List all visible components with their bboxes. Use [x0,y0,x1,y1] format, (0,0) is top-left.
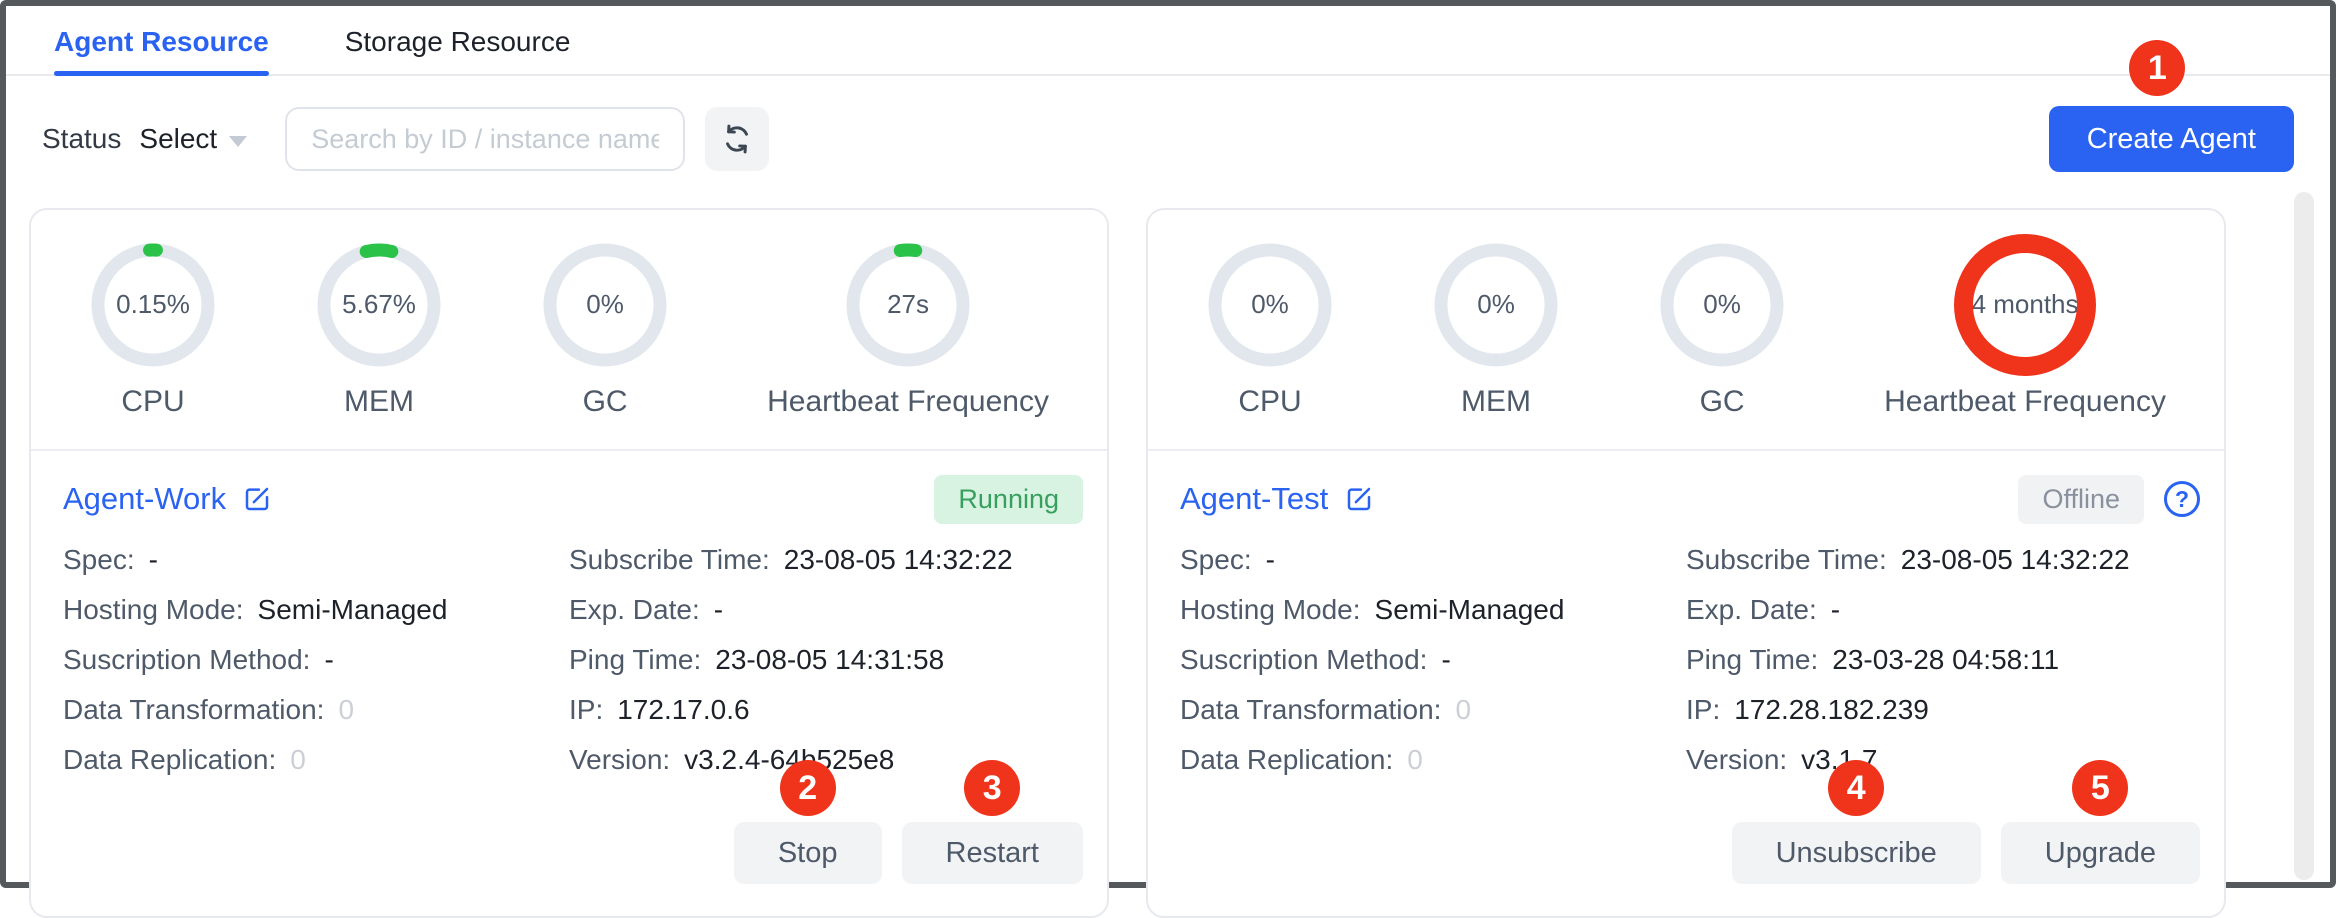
gauge-value: 5.67% [342,289,416,319]
field-exp-date: Exp. Date: - [1686,594,1841,625]
gauge-heartbeat-frequency: 4 months Heartbeat Frequency [1884,233,2166,419]
create-agent-button[interactable]: Create Agent [2048,106,2294,172]
refresh-button[interactable] [705,107,770,171]
gauge-cpu: 0.15% CPU [89,241,217,419]
gauge-heartbeat-frequency: 27s Heartbeat Frequency [767,241,1049,419]
annotation-badge-3: 3 [964,760,1021,816]
gauge-value: 0.15% [116,289,190,319]
gauge-value: 0% [1477,289,1515,319]
field-data-transformation: Data Transformation: 0 [1180,694,1472,725]
field-suscription-method: Suscription Method: - [1180,644,1451,675]
annotation-badge-4: 4 [1828,760,1885,816]
gauge-label: MEM [1461,384,1532,418]
field-data-replication: Data Replication: 0 [1180,744,1423,775]
field-hosting-mode: Hosting Mode: Semi-Managed [63,594,448,625]
agent-card-list: 0.15% CPU 5.67% MEM [29,208,2330,918]
agent-name-link[interactable]: Agent-Work [63,481,227,516]
search-input[interactable] [285,107,686,171]
status-filter-label: Status [42,123,122,154]
agent-name-link[interactable]: Agent-Test [1180,481,1329,516]
chevron-down-icon [229,135,248,147]
field-ping-time: Ping Time: 23-03-28 04:58:11 [1686,644,2060,675]
field-suscription-method: Suscription Method: - [63,644,334,675]
gauge-mem: 5.67% MEM [315,241,443,419]
agent-details: Agent-Test Offline Spec:- Hosting Mode:S… [1148,451,2224,884]
status-badge: Offline [2018,474,2144,524]
field-data-replication: Data Replication: 0 [63,744,306,775]
restart-button[interactable]: Restart [901,822,1083,884]
tab-bar: Agent Resource Storage Resource [6,6,2330,76]
field-spec: Spec: - [1180,544,1275,575]
gauge-row: 0.15% CPU 5.67% MEM [31,210,1107,451]
gauge-gc: 0% GC [1658,241,1786,419]
vertical-scrollbar[interactable] [2294,192,2314,880]
gauge-label: GC [1699,384,1745,418]
status-select-value: Select [139,123,218,154]
stop-button[interactable]: Stop [733,822,882,884]
refresh-icon [720,122,754,156]
field-spec: Spec: - [63,544,158,575]
gauge-label: MEM [344,384,415,418]
unsubscribe-button[interactable]: Unsubscribe [1731,822,1981,884]
field-exp-date: Exp. Date: - [569,594,724,625]
gauge-mem: 0% MEM [1432,241,1560,419]
field-data-transformation: Data Transformation: 0 [63,694,355,725]
field-subscribe-time: Subscribe Time: 23-08-05 14:32:22 [1686,544,2130,575]
gauge-value: 27s [887,289,929,319]
agent-card-agent-test: 0% CPU 0% MEM [1146,208,2226,918]
annotation-circle-heartbeat [1954,233,2097,376]
agent-resource-page: { "tabs": { "agent": "Agent Resource", "… [0,0,2336,888]
annotation-badge-5: 5 [2072,760,2129,816]
gauge-value: 0% [586,289,624,319]
agent-card-agent-work: 0.15% CPU 5.67% MEM [29,208,1109,918]
field-subscribe-time: Subscribe Time: 23-08-05 14:32:22 [569,544,1013,575]
edit-icon[interactable] [1344,484,1374,514]
gauge-label: GC [582,384,628,418]
status-badge: Running [934,474,1083,524]
help-icon[interactable] [2164,481,2200,517]
annotation-badge-1: 1 [2129,40,2186,96]
tab-agent-resource[interactable]: Agent Resource [54,26,269,76]
edit-icon[interactable] [242,484,272,514]
field-hosting-mode: Hosting Mode: Semi-Managed [1180,594,1565,625]
gauge-label: Heartbeat Frequency [767,384,1049,418]
gauge-label: Heartbeat Frequency [1884,384,2166,418]
upgrade-button[interactable]: Upgrade [2000,822,2200,884]
status-select-dropdown[interactable]: Select [139,123,248,155]
gauge-gc: 0% GC [541,241,669,419]
gauge-value: 0% [1251,289,1289,319]
gauge-label: CPU [121,384,185,418]
gauge-cpu: 0% CPU [1206,241,1334,419]
field-ip: IP: 172.17.0.6 [569,694,750,725]
gauge-row: 0% CPU 0% MEM [1148,210,2224,451]
field-ping-time: Ping Time: 23-08-05 14:31:58 [569,644,945,675]
tab-storage-resource[interactable]: Storage Resource [344,26,571,57]
field-ip: IP: 172.28.182.239 [1686,694,1929,725]
agent-details: Agent-Work Running Spec: - Hosting Mode: S… [31,451,1107,884]
annotation-badge-2: 2 [779,760,836,816]
gauge-value: 0% [1703,289,1741,319]
gauge-label: CPU [1238,384,1302,418]
toolbar: Status Select 1 Create Agent [42,40,2294,172]
